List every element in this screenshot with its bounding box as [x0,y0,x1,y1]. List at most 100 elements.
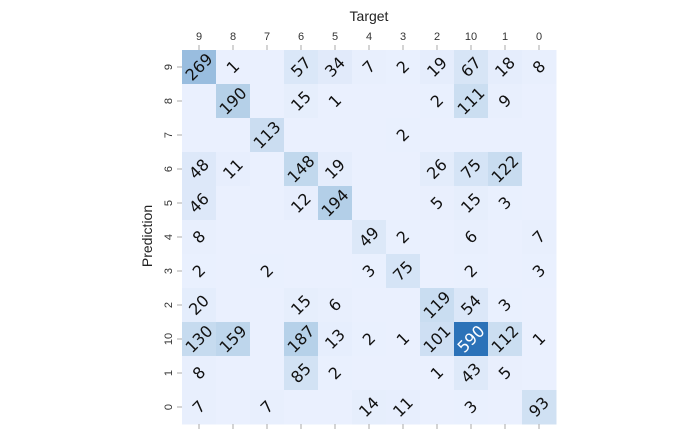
heatmap-cell [386,84,421,119]
y-tick-label: 7 [163,132,175,138]
heatmap-cell [522,390,557,425]
heatmap-cell [522,50,557,85]
x-tick-label: 2 [434,31,440,43]
heatmap-cell [318,220,353,255]
heatmap-cell [454,254,489,289]
y-tick-label: 4 [163,234,175,240]
heatmap-cell [216,288,251,323]
heatmap-cell [454,390,489,425]
heatmap-cell [352,288,387,323]
heatmap-cell [284,152,319,187]
heatmap-cell [284,322,319,357]
heatmap-cell [488,390,523,425]
heatmap-cell [182,288,217,323]
x-tick-label: 5 [332,31,338,43]
heatmap-cell [250,356,285,391]
heatmap-cell [386,390,421,425]
heatmap-cell [250,84,285,119]
heatmap-cell [318,118,353,153]
heatmap-cell [420,186,455,221]
x-tick-label: 3 [400,31,406,43]
heatmap-cell [420,288,455,323]
heatmap-cell [318,390,353,425]
heatmap-cell [420,220,455,255]
heatmap-cell [454,186,489,221]
heatmap-cell [284,254,319,289]
heatmap-cell [250,50,285,85]
heatmap-cell [454,322,489,357]
heatmap-cell [250,254,285,289]
heatmap-cell [284,118,319,153]
heatmap-cell [182,186,217,221]
heatmap-cell [386,152,421,187]
y-tick-label: 3 [163,268,175,274]
x-tick-label: 9 [196,31,202,43]
heatmap-cell [386,50,421,85]
heatmap-cell [454,152,489,187]
y-tick-label: 2 [163,302,175,308]
heatmap-cell [420,50,455,85]
heatmap-cell [216,322,251,357]
heatmap-cell [488,84,523,119]
heatmap-cell [318,84,353,119]
heatmap-cell [386,186,421,221]
heatmap-cell [488,186,523,221]
heatmap-cell [522,118,557,153]
x-tick-label: 0 [536,31,542,43]
heatmap-cell [216,118,251,153]
heatmap-cell [318,322,353,357]
x-axis-title: Target [350,8,389,24]
heatmap-cell [522,84,557,119]
heatmap-cell [454,84,489,119]
heatmap-cell [522,186,557,221]
y-tick-label: 1 [163,370,175,376]
heatmap-cell [182,356,217,391]
heatmap-cell [522,288,557,323]
heatmap-cell [386,118,421,153]
heatmap-cell [522,356,557,391]
heatmap-cell [352,118,387,153]
heatmap-cell [318,152,353,187]
y-axis-title: Prediction [139,205,155,267]
heatmap-cell [522,254,557,289]
heatmap-cell [284,356,319,391]
y-tick-label: 10 [163,333,175,345]
x-tick-label: 7 [264,31,270,43]
heatmap-cell [250,390,285,425]
y-tick-label: 9 [163,64,175,70]
heatmap-cell [284,50,319,85]
heatmap-cell [216,50,251,85]
heatmap-cell [284,288,319,323]
heatmap-cell [284,390,319,425]
heatmap-cell [352,84,387,119]
x-tick-label: 4 [366,31,372,43]
heatmap-cell [250,288,285,323]
heatmap-cell [488,118,523,153]
heatmap-cell [352,390,387,425]
x-tick-label: 8 [230,31,236,43]
heatmap-cell [488,50,523,85]
heatmap-cell [216,186,251,221]
heatmap-cell [352,186,387,221]
heatmap-cell [216,220,251,255]
heatmap-cell [420,390,455,425]
y-tick-label: 6 [163,166,175,172]
heatmap-cells [182,50,557,425]
heatmap-cell [352,220,387,255]
heatmap-cell [454,288,489,323]
heatmap-cell [182,220,217,255]
heatmap-cell [182,322,217,357]
y-tick-label: 0 [163,404,175,410]
heatmap-cell [454,220,489,255]
heatmap-cell [318,356,353,391]
heatmap-cell [386,254,421,289]
heatmap-cell [318,50,353,85]
x-axis-ticks: 9 8 7 6 5 4 3 2 10 1 0 [196,31,542,429]
heatmap-cell [522,220,557,255]
heatmap-cell [182,254,217,289]
heatmap-cell [522,322,557,357]
heatmap-cell [182,118,217,153]
heatmap-cell [488,152,523,187]
